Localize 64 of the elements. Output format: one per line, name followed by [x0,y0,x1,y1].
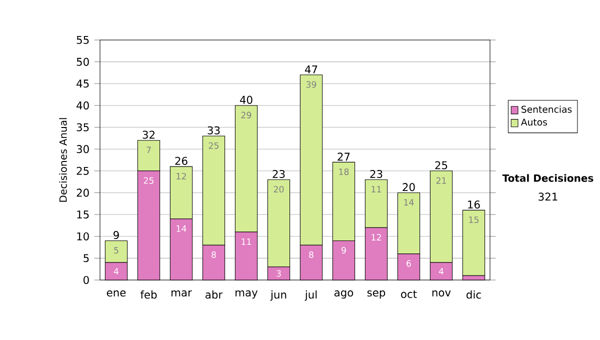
data-label: 4 [114,268,119,274]
data-label: 3 [276,270,281,277]
text: 321 [538,192,558,201]
x-tick-label: dic [466,290,481,299]
data-label: 20 [274,186,284,193]
x-tick-label: jun [270,290,286,301]
y-tick-label: 55 [76,36,89,44]
data-label: 39 [306,81,316,88]
x-tick-label: ago [334,290,354,299]
data-label: 7 [146,146,151,154]
y-tick-label: 20 [76,188,89,197]
data-label: 18 [339,168,349,176]
data-label: 8 [212,251,216,258]
y-tick-label: 25 [76,166,89,175]
data-label: 12 [372,234,381,240]
total-label: 33 [208,126,220,134]
legend-label: Autos [520,118,547,126]
total-label: 20 [402,183,415,192]
data-label: 25 [208,142,218,149]
x-tick-label: abr [206,290,223,299]
x-tick-label: oct [401,290,417,298]
x-tick-label: ene [106,290,126,297]
total-label: 25 [435,161,448,170]
total-label: 16 [468,200,480,209]
y-tick-label: 15 [77,210,89,219]
y-tick-label: 0 [84,276,89,284]
x-tick-label: mar [172,290,192,297]
data-label: 29 [241,112,252,118]
data-label: 12 [176,172,186,180]
total-label: 9 [114,231,119,240]
data-label: 21 [436,177,446,184]
y-tick-label: 45 [76,80,89,88]
data-label: 15 [469,216,478,224]
text: Total Decisiones [502,174,594,182]
y-axis-title: Decisiones Anual [59,118,67,202]
data-label: 11 [372,186,381,192]
data-label: 5 [114,247,118,254]
total-label: 32 [142,130,154,139]
y-tick-label: 5 [84,254,89,262]
x-tick-label: feb [140,290,157,299]
data-label: 14 [404,199,414,206]
x-tick-label: sep [367,290,386,299]
total-label: 27 [338,152,350,161]
total-label: 26 [175,156,188,165]
total-label: 40 [240,96,252,104]
data-label: 4 [438,268,444,274]
y-tick-label: 50 [76,58,89,66]
legend-label: Sentencias [522,106,572,113]
x-tick-label: nov [432,290,451,297]
total-label: 47 [304,66,318,74]
x-tick-label: jul [304,290,317,301]
y-tick-label: 40 [76,101,89,110]
y-tick-label: 35 [76,123,89,132]
data-label: 8 [309,251,314,258]
data-label: 9 [342,247,346,254]
x-tick-label: may [236,290,258,299]
y-tick-label: 30 [76,145,89,154]
data-label: 25 [144,177,154,184]
data-label: 11 [242,238,251,245]
y-tick-label: 10 [77,232,89,240]
data-label: 14 [176,225,186,232]
total-label: 23 [272,170,285,178]
total-label: 23 [370,170,382,178]
data-label: 6 [406,260,411,267]
